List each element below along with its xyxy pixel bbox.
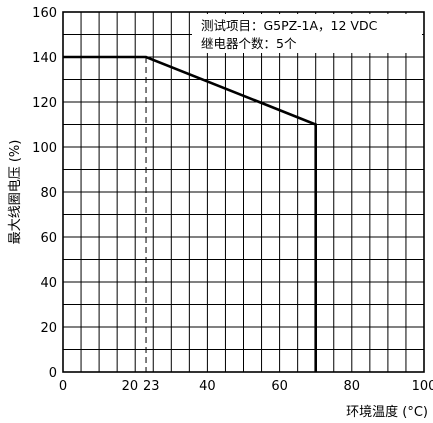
annotation-test-item: 测试项目：G5PZ-1A，12 VDC <box>201 18 378 33</box>
x-tick-label: 80 <box>344 379 361 394</box>
y-axis-label: 最大线圈电压 (%) <box>8 140 23 245</box>
x-tick-label: 20 <box>122 379 139 394</box>
y-tick-label: 100 <box>32 141 57 156</box>
x-tick-label: 0 <box>59 379 67 394</box>
series-line-max-coil-voltage <box>63 55 317 372</box>
y-tick-label: 120 <box>32 96 57 111</box>
y-tick-label: 160 <box>32 6 57 21</box>
y-tick-label: 0 <box>49 366 57 381</box>
x-tick-label: 100 <box>412 379 433 394</box>
y-tick-label: 80 <box>40 186 57 201</box>
x-axis-ticks: 0 20 23 40 60 80 100 <box>59 379 433 394</box>
y-tick-label: 40 <box>40 276 57 291</box>
plot-frame <box>62 11 425 373</box>
y-tick-label: 20 <box>40 321 57 336</box>
x-tick-label: 23 <box>143 379 160 394</box>
annotation-relay-count: 继电器个数：5个 <box>201 36 297 51</box>
x-tick-label: 60 <box>271 379 288 394</box>
y-tick-label: 60 <box>40 231 57 246</box>
x-axis-label: 环境温度 (°C) <box>346 404 428 420</box>
annotation-background <box>192 14 422 53</box>
x-tick-label: 40 <box>199 379 216 394</box>
y-axis-ticks: 0 20 40 60 80 100 120 140 160 <box>32 6 57 381</box>
y-tick-label: 140 <box>32 51 57 66</box>
grid <box>63 12 424 372</box>
